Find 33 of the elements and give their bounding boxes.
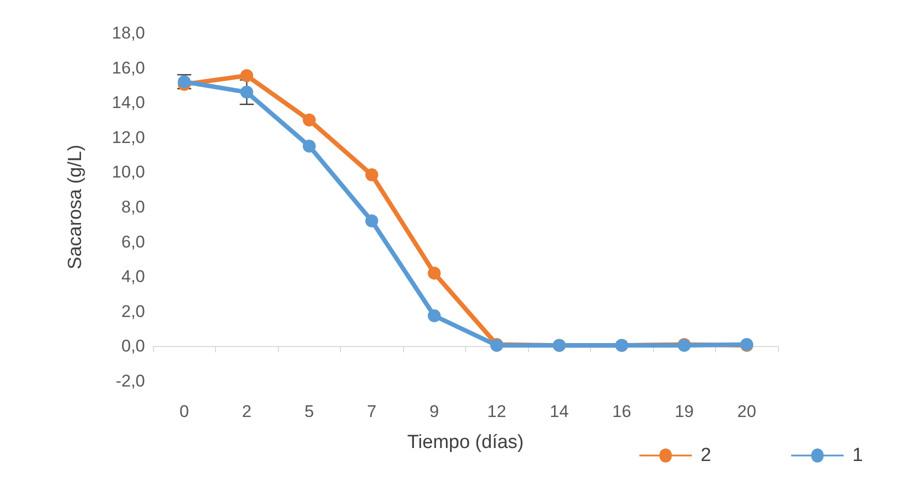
x-tick-label: 5 <box>304 402 314 421</box>
point <box>365 168 378 182</box>
y-tick-label: 16,0 <box>112 58 145 78</box>
x-tick-label: 16 <box>612 402 632 421</box>
y-tick-label: 8,0 <box>121 198 145 216</box>
y-tick-label: 0,0 <box>121 336 145 356</box>
y-tick-label: 14,0 <box>112 93 145 112</box>
x-tick-label: 12 <box>487 402 506 421</box>
legend-label: 1 <box>852 445 864 466</box>
y-tick-label: 12,0 <box>112 128 145 147</box>
x-tick-label: 20 <box>737 402 756 421</box>
y-tick-label: 6,0 <box>121 232 145 252</box>
y-tick-label: 18,0 <box>112 24 145 42</box>
point <box>240 69 254 82</box>
x-tick-label: 2 <box>242 402 252 421</box>
x-tick-label: 9 <box>430 402 439 421</box>
x-tick-label: 14 <box>550 402 569 421</box>
legend-label: 2 <box>700 445 712 466</box>
y-tick-label: 10,0 <box>112 162 145 182</box>
point <box>302 140 316 153</box>
point <box>365 214 378 228</box>
point <box>302 114 316 126</box>
y-tick-label: -2,0 <box>116 372 145 390</box>
y-axis-title: Sacarosa (g/L) <box>65 144 86 270</box>
point <box>428 309 441 322</box>
x-tick-label: 19 <box>674 402 694 421</box>
x-tick-label: 0 <box>180 402 189 421</box>
x-tick-label: 7 <box>367 402 376 421</box>
point <box>240 86 254 99</box>
y-tick-label: 4,0 <box>121 267 145 286</box>
y-tick-label: 2,0 <box>121 302 145 321</box>
x-axis-title: Tiempo (días) <box>407 432 524 453</box>
point <box>428 266 441 280</box>
